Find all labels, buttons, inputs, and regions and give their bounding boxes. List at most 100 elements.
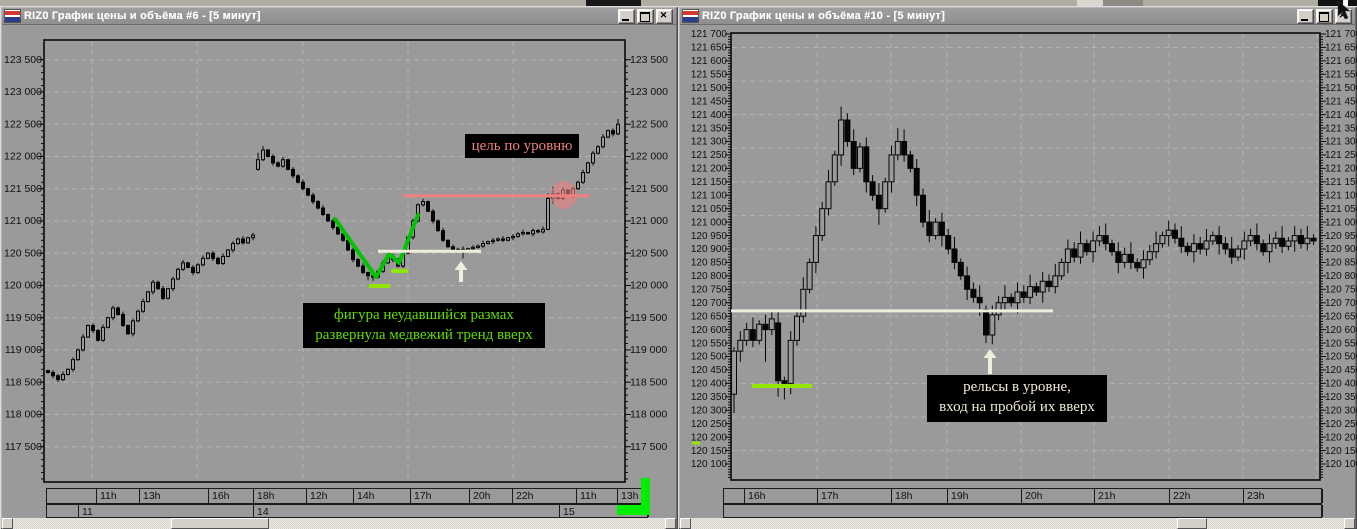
rails-highlight-ellipse[interactable]	[551, 181, 577, 209]
svg-text:121 200: 121 200	[1325, 164, 1357, 175]
svg-text:121 600: 121 600	[1325, 56, 1357, 67]
svg-text:121 500: 121 500	[691, 83, 728, 94]
svg-text:121 500: 121 500	[630, 183, 668, 195]
svg-text:118 000: 118 000	[5, 409, 42, 421]
rails-note[interactable]: рельсы в уровне, вход на пробой их вверх	[927, 375, 1107, 422]
svg-text:121 050: 121 050	[1325, 204, 1357, 215]
minimize-button[interactable]	[618, 8, 635, 24]
svg-text:120 300: 120 300	[691, 405, 728, 416]
svg-text:121 500: 121 500	[4, 183, 42, 195]
svg-text:121 550: 121 550	[1325, 70, 1357, 81]
y-axis-labels: 123 500 123 500 123 000 123 000 122 500 122 5…	[4, 54, 668, 453]
svg-text:120 150: 120 150	[691, 446, 728, 457]
y-axis-ticks	[38, 59, 631, 480]
failed-swing-zigzag[interactable]	[333, 213, 420, 279]
svg-text:121 300: 121 300	[691, 137, 728, 148]
candlestick-bars	[731, 106, 1317, 413]
svg-text:118 000: 118 000	[630, 409, 667, 421]
svg-text:121 350: 121 350	[691, 123, 728, 134]
svg-text:120 350: 120 350	[1325, 392, 1357, 403]
time-axis-hours-cell: 17h	[818, 489, 892, 503]
time-axis-hours-cell: 18h	[892, 489, 948, 503]
close-button[interactable]: ✕	[656, 8, 673, 24]
minimize-button[interactable]	[1297, 8, 1314, 24]
maximize-button[interactable]	[1316, 8, 1333, 24]
svg-text:120 400: 120 400	[1325, 379, 1357, 390]
minimize-icon	[622, 18, 629, 21]
time-axis-hours-cell: 14h	[354, 489, 411, 503]
time-axis-hours-cell: 17h	[411, 489, 470, 503]
chart-window-10: RIZ0 График цены и объёма #10 - [5 минут…	[678, 6, 1357, 529]
svg-text:120 950: 120 950	[691, 231, 728, 242]
svg-text:121 300: 121 300	[1325, 137, 1357, 148]
svg-text:120 150: 120 150	[1325, 446, 1357, 457]
svg-text:121 700: 121 700	[1325, 29, 1357, 40]
svg-text:120 400: 120 400	[691, 379, 728, 390]
svg-text:121 150: 121 150	[1325, 177, 1357, 188]
window-title: RIZ0 График цены и объёма #6 - [5 минут]	[24, 10, 261, 22]
title-bar[interactable]: RIZ0 График цены и объёма #10 - [5 минут…	[680, 8, 1355, 25]
svg-text:121 050: 121 050	[691, 204, 728, 215]
grid-lines	[45, 41, 624, 481]
green-corner-mark[interactable]	[617, 478, 650, 515]
svg-text:122 000: 122 000	[630, 151, 668, 163]
time-axis-hours: 16h 17h 18h 19h 20h 21h 22h 23h	[723, 488, 1323, 504]
time-axis-hours-cell: 16h	[209, 489, 254, 503]
svg-text:120 250: 120 250	[691, 419, 728, 430]
svg-text:120 650: 120 650	[1325, 311, 1357, 322]
time-axis-hours-cell: 22h	[1170, 489, 1244, 503]
svg-text:120 100: 120 100	[691, 459, 728, 470]
desktop-strip-light	[1077, 0, 1103, 6]
chart-window-6: RIZ0 График цены и объёма #6 - [5 минут]…	[0, 6, 678, 529]
y-axis-ticks	[725, 33, 1326, 478]
close-icon: ✕	[659, 9, 668, 20]
title-bar[interactable]: RIZ0 График цены и объёма #6 - [5 минут]…	[2, 8, 676, 25]
entry-arrow[interactable]	[983, 349, 997, 374]
time-axis-hours-cell: 20h	[470, 489, 513, 503]
svg-text:120 500: 120 500	[1325, 352, 1357, 363]
maximize-button[interactable]	[637, 8, 654, 24]
desktop-strip-dot	[1343, 0, 1348, 6]
svg-text:120 000: 120 000	[4, 280, 42, 292]
svg-text:120 750: 120 750	[1325, 285, 1357, 296]
svg-text:121 450: 121 450	[1325, 96, 1357, 107]
svg-text:121 250: 121 250	[1325, 150, 1357, 161]
svg-text:121 100: 121 100	[1325, 190, 1357, 201]
svg-text:120 750: 120 750	[691, 285, 728, 296]
svg-text:120 800: 120 800	[1325, 271, 1357, 282]
figure-note[interactable]: фигура неудавшийся размах развернула медв…	[303, 303, 545, 348]
svg-text:119 500: 119 500	[5, 312, 42, 324]
time-axis-dates-cell	[47, 505, 79, 517]
price-chart: 121 700 121 700 121 650 121 650 121 600 121 6…	[691, 29, 1357, 481]
svg-text:117 500: 117 500	[630, 441, 667, 453]
svg-text:120 100: 120 100	[1325, 459, 1357, 470]
svg-text:121 600: 121 600	[691, 56, 728, 67]
svg-text:121 000: 121 000	[1325, 217, 1357, 228]
svg-text:122 500: 122 500	[4, 118, 42, 130]
time-axis-hours-cell: 22h	[513, 489, 577, 503]
svg-text:119 000: 119 000	[630, 344, 667, 356]
svg-text:121 000: 121 000	[691, 217, 728, 228]
time-axis-hours-cell: 19h	[948, 489, 1022, 503]
svg-text:122 000: 122 000	[4, 151, 42, 163]
desktop-strip-dark-2	[1318, 0, 1357, 6]
svg-text:123 000: 123 000	[4, 86, 42, 98]
svg-text:121 650: 121 650	[1325, 43, 1357, 54]
svg-text:120 300: 120 300	[1325, 405, 1357, 416]
svg-text:119 500: 119 500	[630, 312, 667, 324]
time-axis-hours-cell: 18h	[254, 489, 307, 503]
desktop-strip-dark-1	[586, 0, 641, 6]
svg-text:120 500: 120 500	[691, 352, 728, 363]
svg-text:121 700: 121 700	[691, 29, 728, 40]
entry-arrow[interactable]	[454, 261, 468, 282]
chart-icon	[682, 9, 699, 23]
svg-text:119 000: 119 000	[5, 344, 42, 356]
svg-text:120 200: 120 200	[691, 432, 728, 443]
svg-text:120 200: 120 200	[1325, 432, 1357, 443]
svg-text:123 500: 123 500	[630, 54, 668, 66]
time-axis-hours-cell: 11h	[577, 489, 618, 503]
time-axis-dates	[723, 504, 1323, 518]
svg-text:121 000: 121 000	[4, 215, 42, 227]
target-note[interactable]: цель по уровню	[465, 134, 579, 158]
svg-text:118 500: 118 500	[630, 376, 667, 388]
